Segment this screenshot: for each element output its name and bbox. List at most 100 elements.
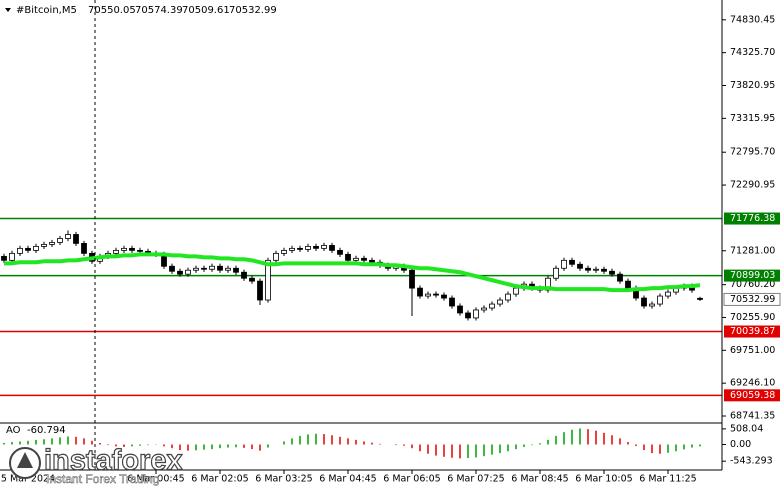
candle-body	[201, 267, 207, 270]
candle-body	[409, 269, 415, 289]
candle-body	[337, 249, 343, 255]
ao-tick-label: -543.293	[730, 456, 773, 467]
header-open: 70550.05	[88, 5, 136, 16]
header-close: 70532.99	[229, 5, 277, 16]
candle-body	[193, 267, 199, 271]
candle-body	[209, 265, 215, 270]
candle-body	[561, 259, 567, 269]
y-tick-label: 70760.20	[730, 279, 775, 290]
candle-body	[177, 270, 183, 275]
level-label-bg	[724, 325, 780, 338]
y-tick-label: 68741.35	[730, 411, 775, 422]
candle-body	[81, 243, 87, 254]
candle-body	[25, 247, 31, 251]
x-tick-label: 6 Mar 02:05	[191, 474, 248, 485]
x-tick-label: 6 Mar 04:45	[319, 474, 376, 485]
y-tick-label: 73820.95	[730, 80, 775, 91]
y-tick-label: 74325.70	[730, 47, 775, 58]
level-label: 69059.38	[730, 390, 775, 401]
candle-body	[289, 247, 295, 251]
candle-body	[57, 238, 63, 243]
header-high: 70574.39	[135, 5, 183, 16]
x-tick-label: 6 Mar 11:25	[639, 474, 696, 485]
moving-average	[4, 252, 701, 293]
logo-tagline: Instant Forex Trading	[46, 472, 159, 486]
candle-body	[353, 257, 359, 261]
candle-body	[433, 293, 439, 296]
y-tick-label: 69751.00	[730, 345, 775, 356]
candle-body	[665, 291, 671, 297]
y-tick-label: 72290.95	[730, 180, 775, 191]
candle-body	[169, 265, 175, 272]
candle-body	[241, 271, 247, 279]
current-price-bg	[723, 292, 781, 306]
candle-body	[449, 297, 455, 307]
candle-body	[497, 299, 503, 305]
header-arrow	[5, 8, 11, 12]
plot-area: 74830.45 74325.70 73820.95 73315.95 72795.70…	[0, 14, 775, 485]
candle-body	[185, 269, 191, 275]
candle-body	[609, 270, 615, 275]
x-tick-label: 6 Mar 07:25	[447, 474, 504, 485]
y-tick-label: 70255.90	[730, 312, 775, 323]
candle-body	[113, 249, 119, 254]
y-tick-label: 72795.70	[730, 147, 775, 158]
candle-body	[121, 247, 127, 251]
candle-body	[273, 252, 279, 261]
candle-body	[41, 243, 47, 247]
candle-body	[481, 307, 487, 311]
level-label-bg	[724, 389, 780, 402]
candle-body	[1, 255, 7, 261]
candle-body	[137, 249, 143, 252]
level-label-bg	[724, 212, 780, 225]
x-tick-label: 6 Mar 10:05	[575, 474, 632, 485]
candle-body	[9, 252, 15, 261]
candle-body	[65, 234, 71, 239]
ao-name: AO	[6, 425, 21, 436]
candle-body	[697, 297, 703, 300]
candle-body	[585, 267, 591, 271]
candle-body	[313, 246, 319, 249]
candle-body	[649, 303, 655, 307]
y-tick-label: 71281.00	[730, 245, 775, 256]
candle-body	[73, 234, 79, 244]
candle-body	[369, 259, 375, 263]
current-price-label: 70532.99	[730, 294, 775, 305]
candle-body	[257, 280, 263, 301]
candle-body	[217, 265, 223, 271]
candle-body	[233, 267, 239, 273]
candle-body	[465, 312, 471, 319]
ao-tick-label: 0.00	[730, 439, 751, 450]
candle-body	[569, 259, 575, 265]
candle-body	[513, 287, 519, 295]
ao-value: -60.794	[27, 425, 66, 436]
candle-body	[225, 267, 231, 271]
candle-body	[425, 293, 431, 297]
symbol: #Bitcoin,M5	[16, 5, 77, 16]
candle-body	[473, 309, 479, 319]
candle-body	[625, 280, 631, 289]
candle-body	[281, 249, 287, 254]
candle-body	[33, 246, 39, 251]
ao-tick-label: 508.04	[730, 423, 763, 434]
logo-brand: instaforex	[44, 445, 183, 477]
candle-body	[345, 253, 351, 261]
x-tick-label: 5 Mar 2024	[1, 474, 55, 485]
x-tick-label: 6 Mar 00:45	[127, 474, 184, 485]
y-tick-label: 74830.45	[730, 14, 775, 25]
candle-body	[297, 247, 303, 250]
candle-body	[601, 268, 607, 272]
header-low: 70509.61	[182, 5, 230, 16]
level-label: 71776.38	[730, 213, 775, 224]
level-label-bg	[724, 269, 780, 282]
candle-body	[249, 277, 255, 282]
candle-body	[49, 242, 55, 245]
ao-header: AO -60.794	[6, 425, 66, 436]
x-tick-label: 6 Mar 06:05	[383, 474, 440, 485]
candle-body	[617, 273, 623, 282]
candle-body	[457, 305, 463, 314]
logo-icon-mark	[17, 452, 33, 468]
candle-body	[593, 268, 599, 271]
candle-body	[265, 259, 271, 301]
